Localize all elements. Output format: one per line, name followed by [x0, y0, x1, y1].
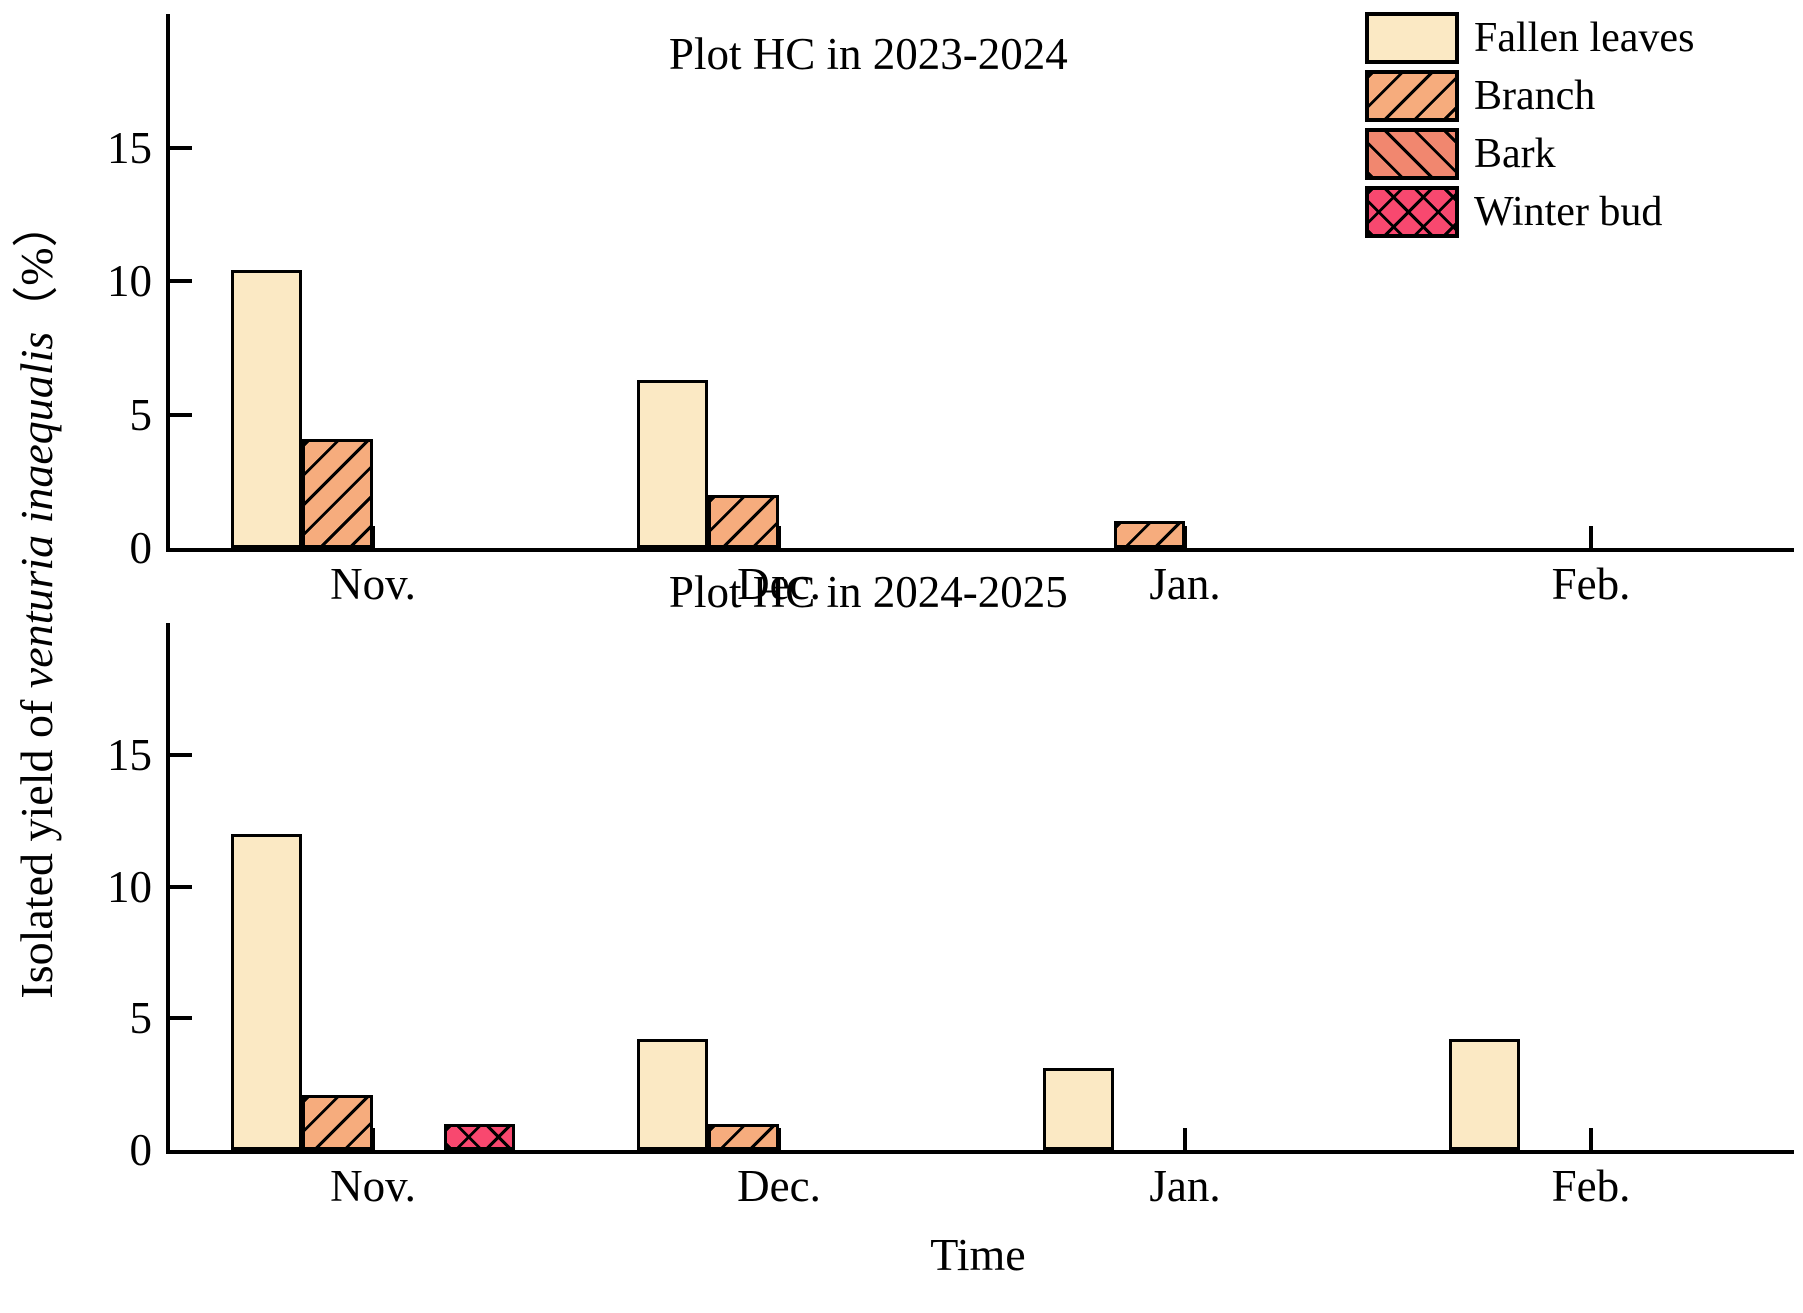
legend-swatch: [1365, 70, 1459, 122]
legend-item-winter-bud: Winter bud: [1365, 186, 1694, 238]
x-tick: [1589, 1128, 1593, 1150]
legend: Fallen leaves Branch Bark Winter bud: [1365, 12, 1694, 244]
x-tick-label: Dec.: [737, 1161, 821, 1211]
x-tick: [777, 1128, 781, 1150]
y-axis-label-unit: （%）: [11, 201, 62, 332]
x-tick-label: Nov.: [330, 1161, 416, 1211]
bar-fallen-leaves: [1043, 1068, 1114, 1150]
legend-label: Fallen leaves: [1474, 15, 1695, 61]
y-tick: [170, 752, 192, 757]
y-tick-label: 5: [129, 993, 153, 1044]
panel-2024-2025: Plot HC in 2024-2025 0 5 10 15 Nov. Dec. Jan. F…: [107, 567, 1794, 1211]
bar-branch: [302, 1094, 373, 1150]
legend-swatch: [1365, 186, 1459, 238]
x-axis-label: Time: [930, 1229, 1026, 1280]
x-tick: [1183, 526, 1187, 548]
y-tick-label: 10: [107, 861, 152, 912]
y-tick: [170, 279, 192, 283]
x-tick: [371, 526, 375, 548]
x-tick-label: Dec.: [737, 559, 821, 609]
bar-fallen-leaves: [231, 833, 302, 1150]
panel-title-2024-2025: Plot HC in 2024-2025: [668, 567, 1068, 617]
bar-branch: [708, 1123, 779, 1150]
bar-branch: [1114, 521, 1185, 548]
panel-title-2023-2024: Plot HC in 2023-2024: [668, 29, 1068, 79]
x-tick: [1589, 526, 1593, 548]
legend-swatch: [1365, 128, 1459, 180]
x-tick-label: Jan.: [1149, 1161, 1221, 1211]
y-axis-label: Isolated yield of venturia inaequalis（%）: [10, 125, 64, 1075]
x-tick-label: Nov.: [330, 559, 416, 609]
bar-branch: [302, 438, 373, 548]
y-axis-label-prefix: Isolated yield of: [11, 688, 62, 999]
y-tick: [170, 412, 192, 417]
y-tick: [170, 1016, 192, 1021]
bar-fallen-leaves: [637, 1039, 708, 1150]
legend-item-bark: Bark: [1365, 128, 1694, 180]
bar-fallen-leaves: [1449, 1039, 1520, 1150]
y-tick-label: 0: [129, 1125, 153, 1175]
legend-label: Bark: [1474, 131, 1556, 177]
x-tick: [371, 1128, 375, 1150]
bar-fallen-leaves: [231, 270, 302, 548]
y-tick-label: 0: [129, 523, 153, 573]
legend-item-fallen-leaves: Fallen leaves: [1365, 12, 1694, 64]
bar-branch: [708, 494, 779, 548]
bar-winter-bud: [444, 1123, 515, 1150]
y-tick: [170, 884, 192, 889]
y-tick-label: 10: [107, 256, 152, 306]
legend-item-branch: Branch: [1365, 70, 1694, 122]
y-tick-label: 5: [129, 389, 153, 440]
legend-swatch: [1365, 12, 1459, 64]
x-tick-label: Feb.: [1551, 559, 1631, 609]
y-tick: [170, 145, 192, 150]
y-tick-label: 15: [107, 729, 152, 780]
x-tick-label: Feb.: [1551, 1161, 1631, 1211]
x-tick-label: Jan.: [1149, 559, 1221, 609]
y-tick-label: 15: [107, 122, 152, 173]
x-tick: [1183, 1128, 1187, 1150]
x-tick: [777, 526, 781, 548]
y-axis-label-species: venturia inaequalis: [11, 331, 62, 689]
panel-2023-2024: Plot HC in 2023-2024 0 5 10 15 Nov. Dec. Jan. F…: [107, 14, 1794, 609]
legend-label: Winter bud: [1474, 189, 1663, 235]
bar-fallen-leaves: [637, 379, 708, 548]
legend-label: Branch: [1474, 73, 1596, 119]
